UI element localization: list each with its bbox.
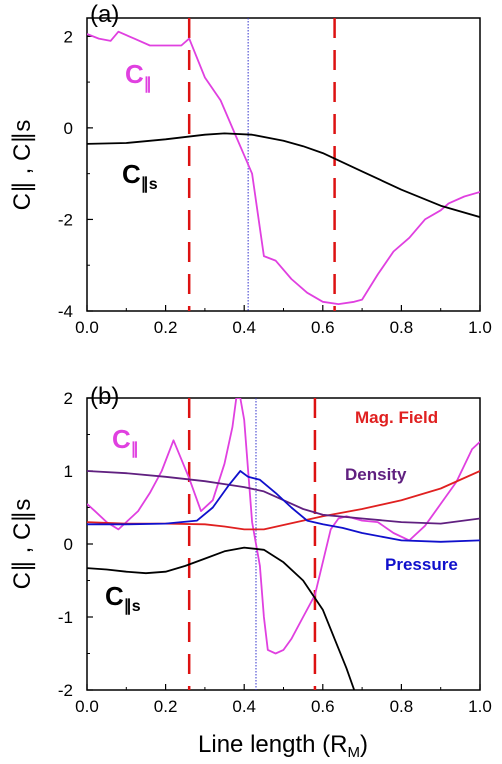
panel-a-vlines xyxy=(187,18,336,311)
panel-b-ytick-label: 1 xyxy=(64,462,73,481)
panel-a-ytick-label: 2 xyxy=(64,27,73,46)
panel-b-line-c-0 xyxy=(87,398,480,655)
panel-b-xtick-label: 1.0 xyxy=(468,697,492,716)
x-axis-label: Line length (RM) xyxy=(198,731,368,761)
panel-b: 0.0 0.2 0.4 0.6 0.8 1.0 -2 -1 0 1 2 (b) C∥ , C∥s C… xyxy=(9,383,492,761)
panel-a-xtick-label: 0.4 xyxy=(232,318,256,337)
panel-b-ytick-label: -2 xyxy=(58,681,73,700)
panel-b-line-cs-1 xyxy=(87,546,356,690)
panel-b-vlines xyxy=(187,398,317,690)
panel-a-ytick-label: -4 xyxy=(58,302,73,321)
panel-a-line-cs-1 xyxy=(87,132,480,218)
panel-b-cpars-main: C xyxy=(105,581,124,611)
panel-a-ytick-label: -2 xyxy=(58,210,73,229)
panel-b-cpars-sub: ∥s xyxy=(124,598,141,615)
panel-b-cpar-label: C∥ xyxy=(112,424,139,458)
panel-a-label: (a) xyxy=(90,1,119,28)
panel-a-cpar-sub: ∥ xyxy=(144,76,152,93)
legend-density: Density xyxy=(345,465,407,484)
panel-a-xtick-label: 0.6 xyxy=(311,318,335,337)
panel-b-ylabel: C∥ , C∥s xyxy=(9,499,36,590)
legend-mag-field: Mag. Field xyxy=(355,408,438,427)
panel-b-cpars-label: C∥s xyxy=(105,581,141,615)
panel-b-line-pressure-4 xyxy=(87,470,480,543)
panel-a-xtick-label: 0.2 xyxy=(154,318,178,337)
panel-a-frame xyxy=(86,17,481,312)
panel-b-series xyxy=(87,398,480,690)
panel-a-cpars-label: C∥s xyxy=(122,159,158,193)
panel-b-label: (b) xyxy=(90,383,119,410)
panel-b-ticks: 0.0 0.2 0.4 0.6 0.8 1.0 -2 -1 0 1 2 xyxy=(58,389,492,716)
panel-a-line-c-0 xyxy=(87,30,480,306)
panel-a-series xyxy=(87,30,480,306)
panel-b-cpar-sub: ∥ xyxy=(131,441,139,458)
panel-a-ticks: 0.0 0.2 0.4 0.6 0.8 1.0 -4 -2 0 2 xyxy=(58,27,492,337)
legend-pressure: Pressure xyxy=(385,555,458,574)
panel-b-frame xyxy=(86,397,481,691)
panel-b-xtick-label: 0.0 xyxy=(75,697,99,716)
panel-b-ytick-label: 0 xyxy=(64,535,73,554)
x-axis-label-main: Line length (R xyxy=(198,731,347,758)
panel-b-ytick-label: -1 xyxy=(58,608,73,627)
panel-b-cpar-main: C xyxy=(112,424,131,454)
panel-b-xtick-label: 0.2 xyxy=(154,697,178,716)
panel-b-ytick-label: 2 xyxy=(64,389,73,408)
panel-a-cpar-label: C∥ xyxy=(125,59,152,93)
panel-a-xtick-label: 0.8 xyxy=(390,318,414,337)
panel-a-cpars-sub: ∥s xyxy=(141,176,158,193)
panel-b-xtick-label: 0.6 xyxy=(311,697,335,716)
panel-b-line-density-3 xyxy=(87,470,480,525)
panel-a-xtick-label: 0.0 xyxy=(75,318,99,337)
x-axis-label-end: ) xyxy=(360,731,368,758)
x-axis-label-sub: M xyxy=(347,744,360,761)
panel-a-cpars-main: C xyxy=(122,159,141,189)
panel-b-xtick-label: 0.8 xyxy=(390,697,414,716)
panel-b-xtick-label: 0.4 xyxy=(232,697,256,716)
panel-a-ytick-label: 0 xyxy=(64,119,73,138)
panel-a: 0.0 0.2 0.4 0.6 0.8 1.0-4-202 (a) C∥ , C∥s C∥… xyxy=(9,1,492,337)
panel-a-xtick-label: 1.0 xyxy=(468,318,492,337)
panel-a-cpar-main: C xyxy=(125,59,144,89)
panel-a-ylabel: C∥ , C∥s xyxy=(9,120,36,211)
